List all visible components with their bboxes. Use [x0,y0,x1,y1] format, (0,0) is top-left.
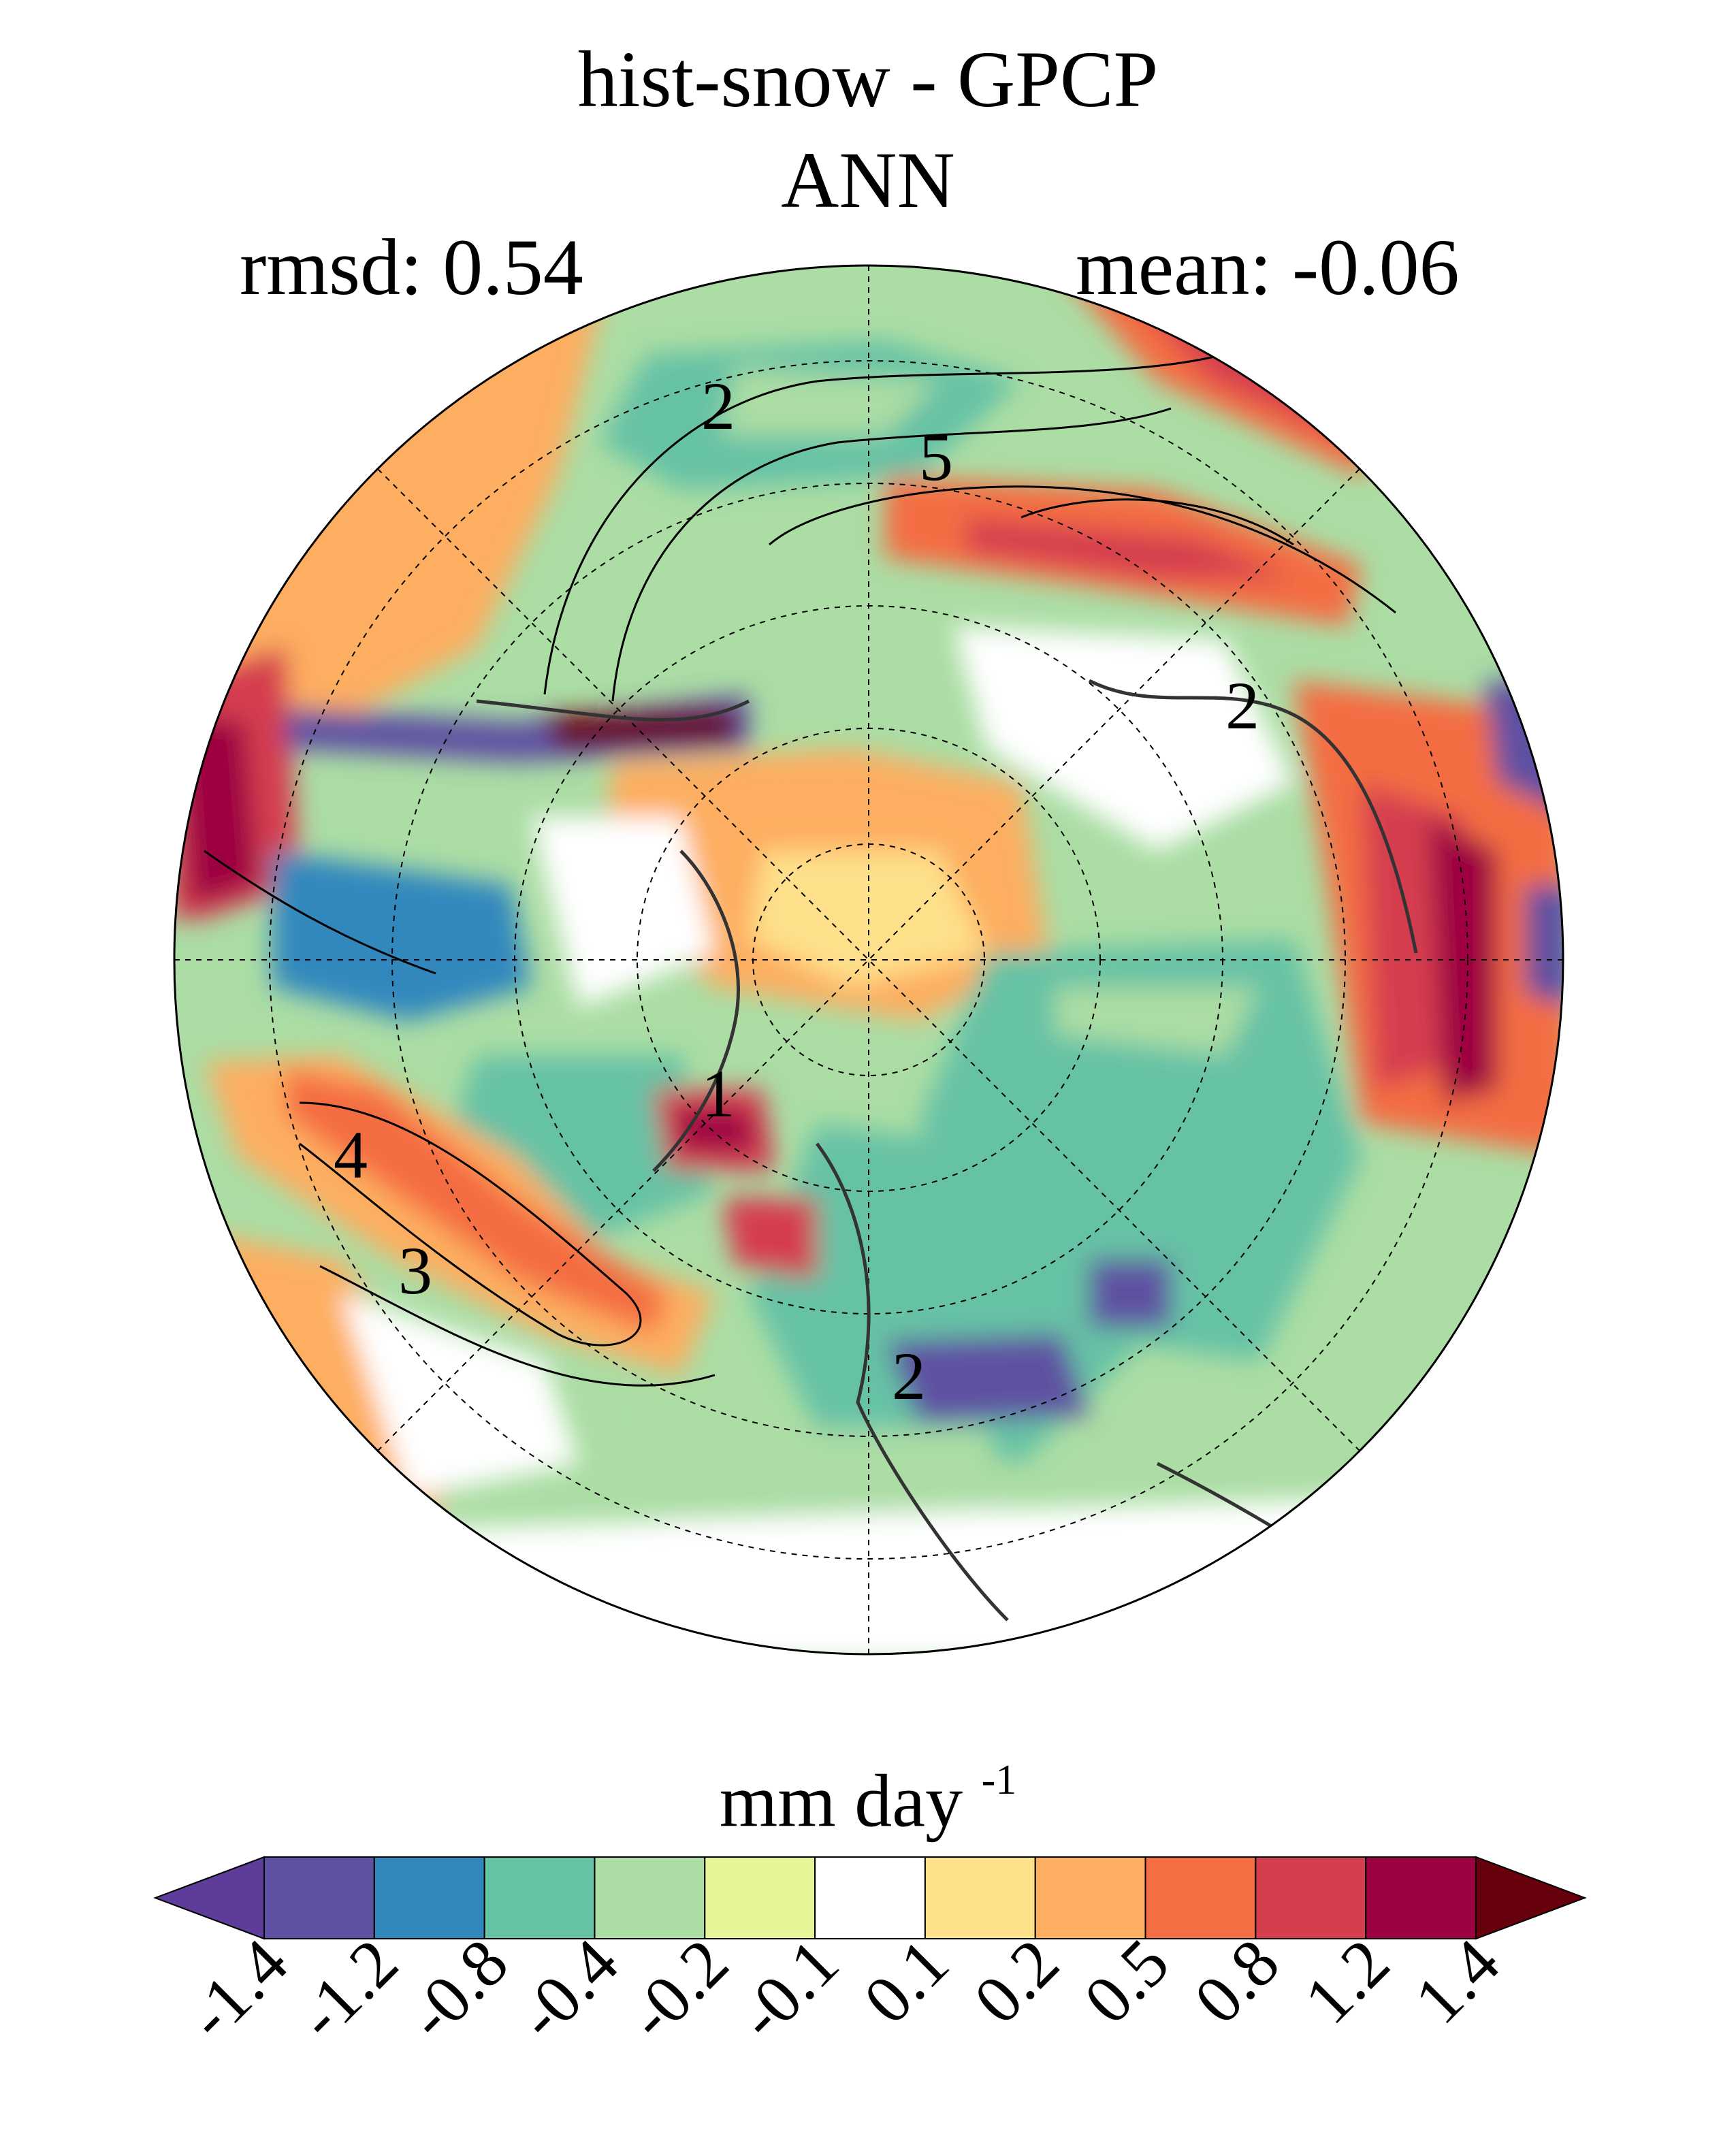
plot-title: hist-snow - GPCP [577,35,1159,124]
contour-label: 2 [892,1338,926,1414]
precipitation-anomaly-field [174,265,1563,1654]
coastlines [476,679,1418,1621]
contour-label: 4 [334,1117,368,1193]
colorbar-tick-label: 1.4 [1400,1924,1514,2038]
colorbar-box [483,1856,596,1939]
units-base: mm day [719,1759,963,1843]
contour-labels: 2 5 2 1 4 3 2 [334,368,1259,1414]
contour-label: 1 [701,1056,735,1131]
contour-label: 5 [919,419,953,495]
plot-subtitle: ANN [781,135,955,225]
colorbar-tick-label: 0.1 [850,1924,963,2038]
colorbar-units: mm day -1 [0,1743,1736,1845]
mean-precip-contours [204,353,1396,1387]
mean-label: mean: -0.06 [1076,223,1460,312]
colorbar-tick-label: -0.4 [503,1924,632,2054]
rmsd-label: rmsd: 0.54 [240,223,583,312]
colorbar-box [1144,1856,1257,1939]
colorbar-box [1365,1856,1477,1939]
colorbar-tick-label: -1.4 [172,1924,302,2054]
graticule [174,265,1563,1654]
colorbar-tick-label: 0.2 [959,1924,1073,2038]
colorbar-tick-label: -0.8 [393,1924,522,2054]
contour-label: 3 [398,1233,432,1308]
colorbar-box [373,1856,485,1939]
colorbar-box [594,1856,706,1939]
colorbar-box [704,1856,816,1939]
colorbar-tick-label: -0.2 [613,1924,742,2054]
contour-label: 2 [1225,668,1259,743]
colorbar-max-triangle [1475,1856,1587,1940]
units-exponent: -1 [981,1757,1017,1803]
colorbar-tick-label: -1.2 [283,1924,412,2054]
contour-label: 2 [701,368,735,444]
colorbar-tick-label: 0.5 [1070,1924,1183,2038]
map-border [173,264,1564,1656]
colorbar: -1.4-1.2-0.8-0.4-0.2-0.10.10.20.50.81.21… [153,1856,1587,2054]
colorbar-box [814,1856,926,1939]
colorbar-tick-label: 0.8 [1180,1924,1293,2038]
colorbar-tick-label: -0.1 [723,1924,852,2054]
colorbar-tick-label: 1.2 [1290,1924,1404,2038]
colorbar-box [263,1856,375,1939]
